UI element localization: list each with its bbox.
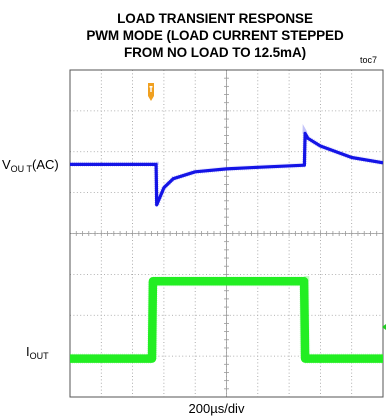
vout-trace <box>70 131 384 207</box>
figure-tag: toc7 <box>360 55 378 65</box>
iout-trace <box>70 277 383 363</box>
scope-traces <box>70 123 384 364</box>
chart-title-line-3: FROM NO LOAD TO 12.5mA) <box>124 45 306 60</box>
iout-channel-label: IOUT <box>26 344 49 361</box>
chart-title-line-1: LOAD TRANSIENT RESPONSE <box>117 11 313 26</box>
trigger-marker-icon <box>148 83 154 101</box>
trigger-level-arrow-icon <box>382 324 386 330</box>
scope-grid <box>69 69 384 398</box>
vout-trace-noise <box>70 123 384 206</box>
iout-trace-noise <box>70 276 383 364</box>
scope-frame <box>69 69 384 398</box>
timebase-label: 200µs/div <box>188 401 245 416</box>
vout-channel-label: VOU T(AC) <box>2 157 59 174</box>
chart-title-line-2: PWM MODE (LOAD CURRENT STEPPED <box>86 28 344 43</box>
